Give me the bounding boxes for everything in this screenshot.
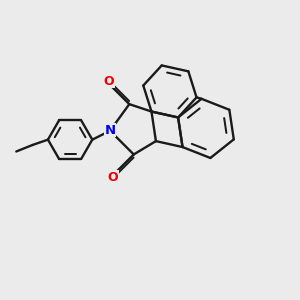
Text: N: N	[104, 124, 116, 137]
Text: O: O	[103, 75, 114, 88]
Text: O: O	[108, 171, 118, 184]
